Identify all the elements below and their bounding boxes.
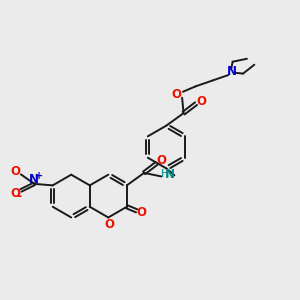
Text: O: O <box>11 187 21 200</box>
Text: O: O <box>11 166 21 178</box>
Text: N: N <box>165 168 175 181</box>
Text: O: O <box>157 154 166 167</box>
Text: O: O <box>137 206 147 219</box>
Text: O: O <box>172 88 182 100</box>
Text: O: O <box>105 218 115 230</box>
Text: H: H <box>161 169 170 179</box>
Text: O: O <box>196 95 206 108</box>
Text: -: - <box>17 190 22 203</box>
Text: N: N <box>227 65 237 78</box>
Text: +: + <box>35 171 44 181</box>
Text: N: N <box>29 173 39 186</box>
